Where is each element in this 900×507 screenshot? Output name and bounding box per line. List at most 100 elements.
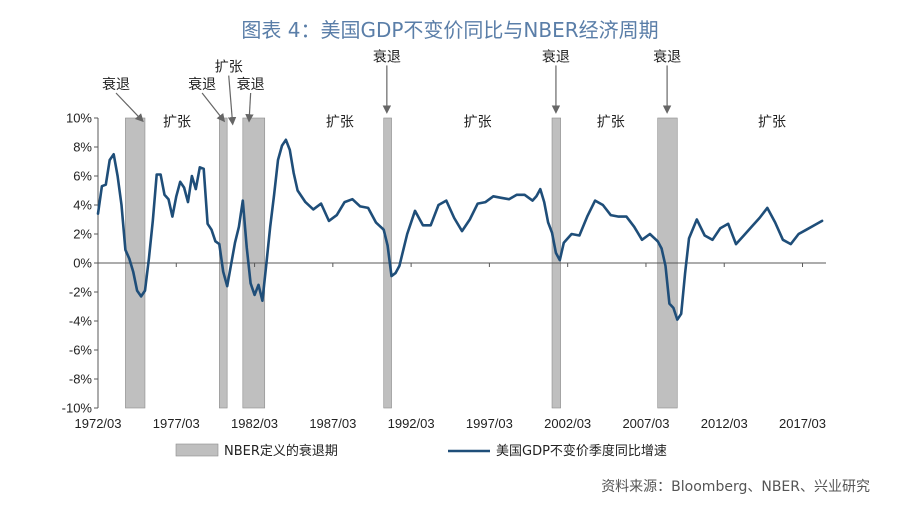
recession-label: 衰退 — [188, 76, 216, 93]
gdp-point — [437, 204, 440, 206]
axes: -10% -8% -6% -4% -2% 0% 2% 4% 6% 8% 10% 1972/03 1977… — [62, 111, 826, 432]
gdp-point — [214, 240, 217, 243]
gdp-point — [551, 231, 553, 234]
gdp-point — [500, 196, 502, 199]
expansion-label: 扩张 — [597, 115, 625, 131]
y-tick-label: 0% — [73, 256, 92, 271]
gdp-point — [108, 159, 111, 161]
gdp-point — [335, 214, 338, 216]
gdp-point — [535, 195, 538, 198]
gdp-point — [128, 257, 131, 260]
gdp-point — [758, 217, 761, 219]
gdp-point — [649, 233, 651, 235]
x-tick-label: 1987/03 — [309, 416, 356, 431]
gdp-point — [402, 249, 405, 251]
legend: NBER定义的衰退期 美国GDP不变价季度同比增速 — [175, 443, 667, 459]
gdp-point — [469, 218, 471, 221]
gdp-point — [320, 202, 322, 205]
gdp-point — [367, 207, 369, 209]
x-tick-label: 2007/03 — [622, 416, 669, 431]
gdp-point — [140, 295, 142, 298]
gdp-point — [148, 257, 150, 260]
gdp-line — [96, 138, 824, 321]
gdp-point — [312, 208, 315, 211]
gdp-point — [453, 217, 455, 219]
gdp-point — [269, 225, 272, 228]
expansion-label: 扩张 — [326, 115, 354, 131]
gdp-point — [242, 199, 244, 202]
gdp-point — [296, 189, 299, 192]
x-tick-label: 1982/03 — [231, 416, 278, 431]
gdp-point — [523, 194, 526, 196]
gdp-point — [328, 220, 330, 222]
gdp-point — [805, 228, 808, 231]
gdp-point — [144, 289, 146, 292]
gdp-point — [586, 215, 589, 218]
gdp-point — [222, 270, 225, 273]
gdp-point — [660, 247, 663, 250]
gdp-point — [711, 239, 714, 241]
gdp-point — [288, 149, 291, 151]
gdp-point — [245, 246, 248, 248]
gdp-point — [273, 194, 275, 196]
gdp-point — [680, 312, 682, 315]
gdp-point — [461, 230, 463, 232]
gdp-point — [351, 198, 354, 200]
gdp-point — [797, 233, 800, 235]
legend-line-label: 美国GDP不变价季度同比增速 — [496, 443, 667, 459]
gdp-point — [124, 249, 127, 251]
gdp-point — [179, 181, 181, 183]
gdp-point — [112, 153, 115, 156]
gdp-point — [163, 194, 166, 196]
gdp-point — [136, 289, 138, 292]
gdp-point — [547, 221, 549, 224]
gdp-point — [484, 201, 487, 203]
expansion-callout-label: 扩张 — [215, 60, 243, 76]
recession-label: 衰退 — [237, 76, 265, 93]
gdp-point — [422, 224, 424, 227]
gdp-point — [750, 225, 753, 228]
gdp-point — [668, 302, 671, 305]
y-tick-label: 6% — [73, 169, 92, 184]
gdp-point — [167, 198, 170, 200]
y-tick-label: 4% — [73, 198, 92, 213]
gdp-point — [277, 159, 279, 161]
y-tick-label: 8% — [73, 140, 92, 155]
gdp-point — [198, 166, 201, 169]
gdp-point — [132, 270, 135, 273]
recession-arrow — [245, 92, 254, 123]
gdp-point — [719, 227, 722, 229]
recession-label: 衰退 — [102, 76, 130, 93]
gdp-point — [656, 240, 659, 243]
gdp-point — [206, 223, 209, 225]
gdp-point — [234, 241, 236, 244]
gdp-point — [696, 218, 698, 221]
y-tick-label: -4% — [69, 314, 93, 329]
gdp-point — [394, 272, 397, 274]
legend-bar-swatch — [175, 443, 219, 457]
gdp-point — [633, 225, 636, 228]
gdp-point — [285, 138, 287, 141]
recession-label: 衰退 — [653, 48, 681, 65]
gdp-point — [429, 224, 432, 227]
x-tick-label: 1977/03 — [153, 416, 200, 431]
gdp-point — [120, 204, 123, 206]
gdp-point — [398, 265, 401, 267]
gdp-series — [96, 138, 824, 321]
gdp-point — [304, 201, 307, 203]
gdp-point — [261, 299, 264, 302]
gdp-point — [230, 263, 232, 266]
gdp-point — [578, 234, 581, 237]
gdp-point — [735, 243, 737, 245]
x-tick-label: 1997/03 — [466, 416, 513, 431]
gdp-point — [539, 188, 542, 190]
recession-label: 衰退 — [373, 48, 401, 65]
gdp-point — [226, 285, 228, 288]
gdp-point — [210, 228, 213, 231]
gdp-point — [187, 201, 189, 203]
y-tick-label: -8% — [69, 372, 93, 387]
gdp-point — [676, 318, 679, 321]
gdp-point — [343, 201, 346, 203]
y-tick-label: -2% — [69, 285, 93, 300]
